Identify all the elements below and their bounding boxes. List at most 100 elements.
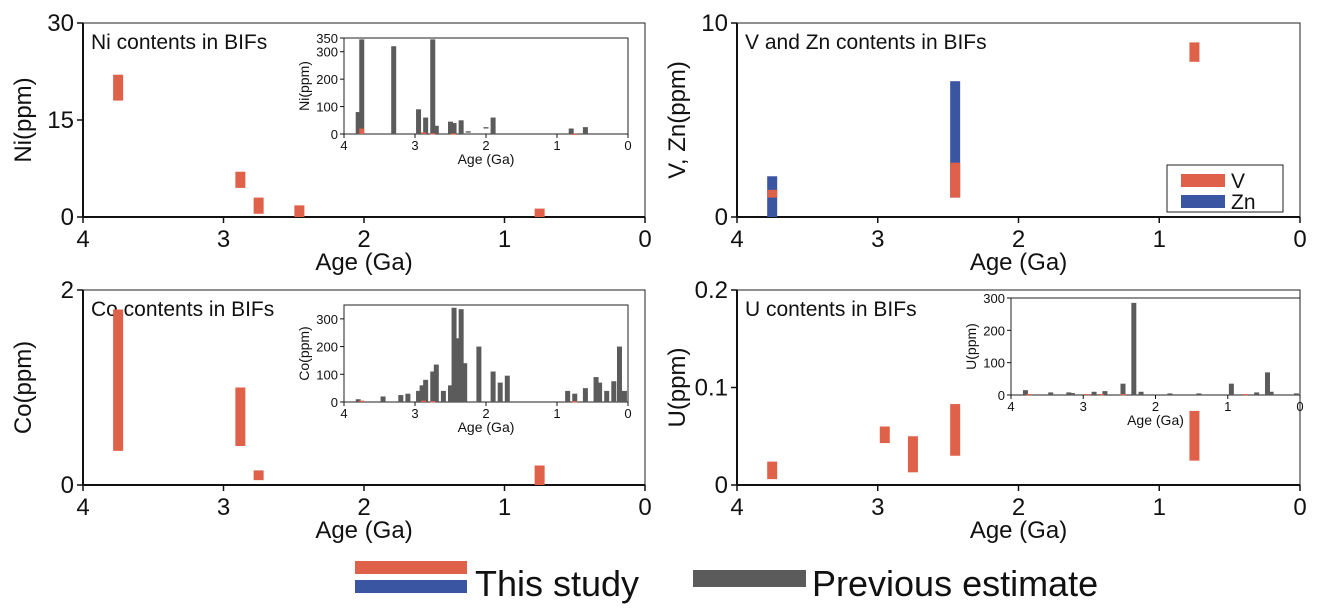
ni-inset-previous-bar — [433, 125, 439, 134]
co-inset-previous-bar — [355, 399, 361, 402]
co-x-tick-label: 2 — [357, 494, 370, 521]
ni-inset-previous-bar — [568, 128, 574, 134]
u-inset-previous-bar — [1048, 392, 1054, 395]
ni-inset-previous-bar — [490, 117, 496, 134]
u-inset-previous-bar — [1066, 392, 1072, 395]
ni-inset-y-tick-label: 300 — [316, 45, 338, 60]
u-inset-previous-bar — [1254, 392, 1260, 395]
co-inset-previous-bar — [398, 395, 404, 402]
co-bar — [235, 387, 246, 446]
ni-inset-x-tick-label: 3 — [411, 138, 418, 153]
u-inset-study-bar — [1084, 394, 1090, 396]
ni-inset-previous-bar — [355, 112, 361, 134]
u-inset-y-tick-label: 200 — [983, 323, 1005, 338]
ni-inset-x-tick-label: 1 — [553, 138, 560, 153]
vzn-y-axis-label: V, Zn(ppm) — [664, 61, 691, 179]
vzn-x-tick-label: 2 — [1012, 226, 1025, 253]
u-y-tick-label: 0.2 — [695, 277, 728, 304]
co-inset-study-bar — [421, 400, 427, 402]
u-inset-previous-bar — [1293, 393, 1299, 395]
ni-bar — [113, 74, 124, 101]
legend-swatch-this-study-red — [355, 561, 467, 574]
u-inset-x-tick-label: 0 — [1296, 399, 1303, 414]
ni-inset-study-bar — [421, 132, 427, 134]
vzn-bar — [950, 81, 961, 198]
u-inset-x-tick-label: 2 — [1152, 399, 1159, 414]
co-inset-previous-bar — [616, 346, 622, 402]
co-bar — [113, 309, 124, 451]
co-inset-previous-bar — [451, 307, 457, 402]
vzn-legend-swatch-zn — [1181, 195, 1225, 208]
u-inset-previous-bar — [1131, 302, 1137, 395]
u-inset-frame — [1010, 297, 1301, 396]
co-inset-previous-bar — [405, 393, 411, 402]
ni-inset-x-tick-label: 0 — [624, 138, 631, 153]
ni-y-tick-label: 30 — [47, 10, 74, 37]
u-chart-title: U contents in BIFs — [745, 298, 917, 321]
u-x-tick-label: 2 — [1012, 494, 1025, 521]
co-inset-previous-bar — [380, 396, 386, 402]
ni-inset-previous-bar — [451, 123, 457, 134]
u-bar — [767, 461, 778, 480]
co-inset-y-tick-label: 0 — [331, 395, 338, 410]
vzn-x-tick-label: 0 — [1293, 226, 1306, 253]
ni-inset-y-tick-label: 0 — [331, 127, 338, 142]
u-inset-y-axis-label: U(ppm) — [963, 323, 979, 370]
co-x-tick-label: 0 — [638, 494, 651, 521]
vzn-x-tick-label: 1 — [1153, 226, 1166, 253]
co-inset-x-tick-label: 3 — [411, 406, 418, 421]
u-inset-y-tick-label: 300 — [983, 291, 1005, 306]
co-inset-study-bar — [430, 401, 436, 403]
ni-inset-study-bar — [450, 133, 456, 135]
vzn-chart-title: V and Zn contents in BIFs — [745, 31, 987, 54]
ni-y-axis-label: Ni(ppm) — [10, 77, 37, 162]
vzn-bar — [1189, 42, 1200, 62]
co-inset-x-tick-label: 1 — [553, 406, 560, 421]
co-inset-x-tick-label: 4 — [340, 406, 347, 421]
u-inset-previous-bar — [1196, 393, 1202, 395]
ni-inset-y-tick-label: 100 — [316, 100, 338, 115]
legend-label-this-study: This study — [475, 563, 639, 604]
ni-inset-previous-bar — [359, 39, 365, 134]
vzn-legend-swatch-v — [1181, 174, 1225, 187]
co-chart-title: Co contents in BIFs — [91, 298, 274, 321]
ni-inset-x-axis-label: Age (Ga) — [458, 151, 515, 167]
ni-inset-previous-bar — [423, 117, 429, 134]
ni-bar — [253, 197, 264, 214]
u-y-axis-label: U(ppm) — [664, 347, 691, 427]
co-inset-previous-bar — [458, 309, 464, 402]
u-inset-previous-bar — [1264, 372, 1270, 395]
ni-bar — [534, 208, 545, 217]
co-inset-previous-bar — [423, 379, 429, 402]
u-inset-previous-bar — [1069, 393, 1075, 395]
vzn-x-tick-label: 4 — [730, 226, 743, 253]
u-x-tick-label: 1 — [1153, 494, 1166, 521]
ni-inset-previous-bar — [582, 127, 588, 134]
u-x-tick-label: 3 — [871, 494, 884, 521]
u-inset-y-tick-label: 0 — [998, 388, 1005, 403]
u-inset-y-tick-label: 100 — [983, 356, 1005, 371]
ni-inset-previous-bar — [448, 121, 453, 134]
co-inset-previous-bar — [455, 338, 461, 402]
co-x-tick-label: 3 — [217, 494, 230, 521]
co-inset-previous-bar — [582, 388, 588, 402]
ni-inset-y-tick-label: 200 — [316, 72, 338, 87]
co-inset-previous-bar — [430, 371, 436, 402]
u-x-tick-label: 0 — [1293, 494, 1306, 521]
ni-inset-previous-bar — [416, 109, 422, 134]
u-bar — [879, 426, 890, 444]
vzn-y-tick-label: 0 — [715, 204, 728, 231]
co-inset-x-axis-label: Age (Ga) — [458, 419, 515, 435]
ni-inset-study-bar — [359, 128, 365, 134]
co-inset-y-tick-label: 100 — [316, 367, 338, 382]
ni-inset-study-bar — [430, 133, 436, 135]
u-inset-x-tick-label: 1 — [1224, 399, 1231, 414]
legend-label-previous: Previous estimate — [812, 563, 1098, 604]
u-bar — [950, 404, 961, 456]
u-y-tick-label: 0 — [715, 472, 728, 499]
